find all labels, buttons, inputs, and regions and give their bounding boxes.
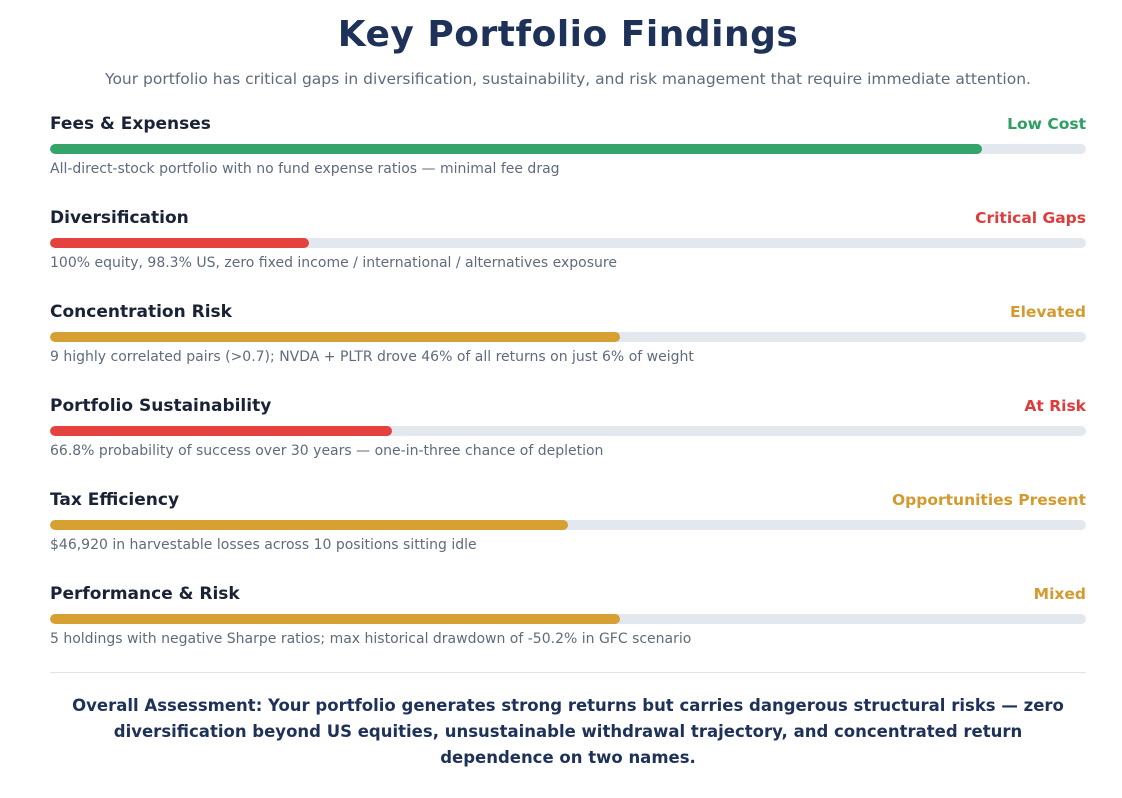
score-bar-track xyxy=(50,332,1086,342)
finding-description: $46,920 in harvestable losses across 10 … xyxy=(50,537,477,553)
page-subtitle: Your portfolio has critical gaps in dive… xyxy=(105,70,1031,88)
finding-description: 5 holdings with negative Sharpe ratios; … xyxy=(50,631,692,647)
score-bar-track xyxy=(50,426,1086,436)
section-divider xyxy=(50,672,1086,673)
score-bar-fill xyxy=(50,614,620,624)
findings-list: Fees & Expenses Low Cost All-direct-stoc… xyxy=(50,114,1086,678)
finding-name: Tax Efficiency xyxy=(50,490,180,510)
finding-name: Diversification xyxy=(50,208,189,228)
score-bar-fill xyxy=(50,426,392,436)
finding-description: 66.8% probability of success over 30 yea… xyxy=(50,443,604,459)
finding-status-badge: At Risk xyxy=(1024,397,1086,415)
finding-tax-efficiency: Tax Efficiency Opportunities Present $46… xyxy=(50,490,1086,584)
finding-fees-expenses: Fees & Expenses Low Cost All-direct-stoc… xyxy=(50,114,1086,208)
finding-status-badge: Elevated xyxy=(1010,303,1086,321)
finding-name: Performance & Risk xyxy=(50,584,240,604)
finding-description: 9 highly correlated pairs (>0.7); NVDA +… xyxy=(50,349,694,365)
finding-status-badge: Low Cost xyxy=(1007,115,1086,133)
page-title: Key Portfolio Findings xyxy=(337,14,799,55)
finding-name: Fees & Expenses xyxy=(50,114,211,134)
finding-status-badge: Mixed xyxy=(1033,585,1086,603)
finding-description: 100% equity, 98.3% US, zero fixed income… xyxy=(50,255,617,271)
finding-diversification: Diversification Critical Gaps 100% equit… xyxy=(50,208,1086,302)
score-bar-track xyxy=(50,144,1086,154)
finding-status-badge: Critical Gaps xyxy=(975,209,1086,227)
overall-assessment: Overall Assessment: Your portfolio gener… xyxy=(72,696,1064,767)
finding-name: Portfolio Sustainability xyxy=(50,396,272,416)
score-bar-track xyxy=(50,520,1086,530)
score-bar-fill xyxy=(50,332,620,342)
score-bar-track xyxy=(50,238,1086,248)
finding-performance-risk: Performance & Risk Mixed 5 holdings with… xyxy=(50,584,1086,678)
finding-description: All-direct-stock portfolio with no fund … xyxy=(50,161,560,177)
score-bar-fill xyxy=(50,238,309,248)
finding-status-badge: Opportunities Present xyxy=(891,491,1086,509)
finding-portfolio-sustainability: Portfolio Sustainability At Risk 66.8% p… xyxy=(50,396,1086,490)
finding-name: Concentration Risk xyxy=(50,302,232,322)
score-bar-fill xyxy=(50,144,983,154)
score-bar-fill xyxy=(50,520,568,530)
score-bar-track xyxy=(50,614,1086,624)
finding-concentration-risk: Concentration Risk Elevated 9 highly cor… xyxy=(50,302,1086,396)
